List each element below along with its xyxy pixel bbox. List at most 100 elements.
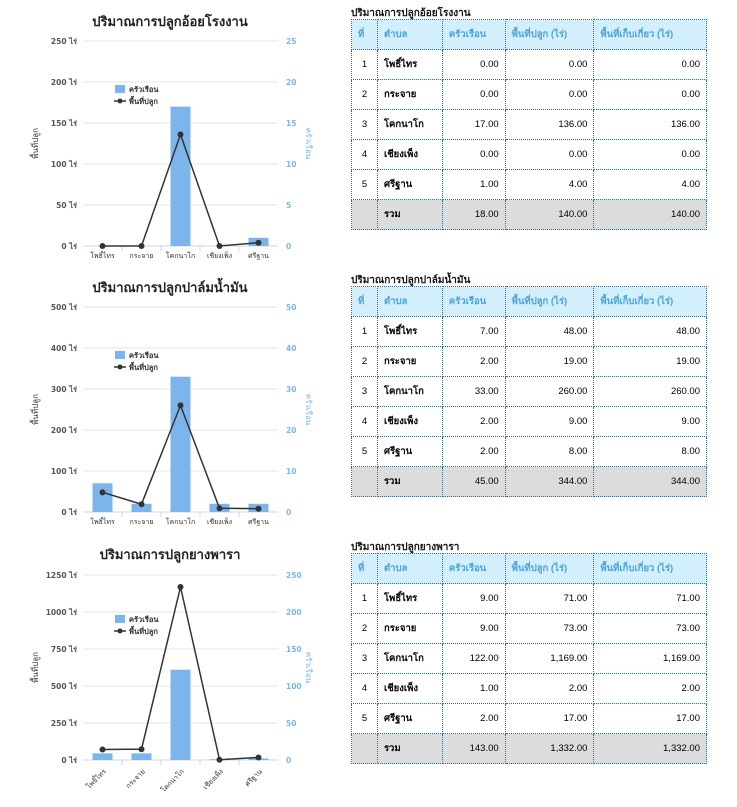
table-cell: 4.00 bbox=[593, 169, 707, 200]
y-tick-label: 200 ไร่ bbox=[51, 425, 78, 435]
table-cell: 2.00 bbox=[441, 436, 506, 467]
table-cell: 0.00 bbox=[441, 49, 506, 80]
bar-households bbox=[170, 106, 191, 246]
x-tick-label: ศรีฐาน bbox=[248, 252, 269, 260]
table-cell: โพธิ์ไทร bbox=[376, 49, 443, 80]
legend-bar-symbol bbox=[115, 351, 125, 359]
table-row: 3 โคกนาโก 33.00 260.00 260.00 bbox=[351, 376, 707, 407]
table-cell bbox=[351, 733, 378, 764]
table-cell: 45.00 bbox=[441, 466, 506, 497]
y2-axis-title: ครัวเรือน bbox=[304, 652, 313, 684]
line-point bbox=[216, 756, 223, 763]
line-point bbox=[177, 583, 184, 590]
table-row: 2 กระจาย 2.00 19.00 19.00 bbox=[351, 346, 707, 377]
column-header: ที่ bbox=[351, 19, 378, 50]
table-cell: 1 bbox=[351, 49, 378, 80]
table-cell: เชียงเพ็ง bbox=[376, 139, 443, 170]
table-cell: ศรีฐาน bbox=[376, 169, 443, 200]
table-header-row: ที่ ตำบล ครัวเรือน พื้นที่ปลูก (ไร่) พื้นที่… bbox=[351, 19, 707, 50]
line-point bbox=[255, 754, 262, 761]
table-cell: 4.00 bbox=[504, 169, 595, 200]
table-cell: 260.00 bbox=[593, 376, 707, 407]
table-cell: 5 bbox=[351, 169, 378, 200]
table-cell: ศรีฐาน bbox=[376, 703, 443, 734]
line-point bbox=[216, 505, 223, 512]
y-tick-label: 150 ไร่ bbox=[51, 118, 78, 128]
table-cell: 2.00 bbox=[441, 346, 506, 377]
bar-households bbox=[131, 503, 152, 512]
table-cell: 17.00 bbox=[441, 109, 506, 140]
table-header-row: ที่ ตำบล ครัวเรือน พื้นที่ปลูก (ไร่) พื้นที่… bbox=[351, 553, 707, 584]
table-cell: 0.00 bbox=[504, 49, 595, 80]
table-cell bbox=[351, 199, 378, 230]
line-point bbox=[99, 243, 106, 249]
table-cell: 344.00 bbox=[504, 466, 595, 497]
table-cell: 48.00 bbox=[593, 316, 707, 347]
line-point bbox=[216, 243, 223, 249]
y2-tick-label: 40 bbox=[286, 344, 296, 353]
table-cell: 2.00 bbox=[504, 673, 595, 704]
table-cell: 2.00 bbox=[441, 703, 506, 734]
x-tick-label: เชียงเพ็ง bbox=[207, 251, 232, 260]
line-point bbox=[138, 243, 145, 249]
data-table: ที่ ตำบล ครัวเรือน พื้นที่ปลูก (ไร่) พื้นที่… bbox=[351, 286, 707, 497]
table-cell: 73.00 bbox=[593, 613, 707, 644]
x-tick-label: กระจาย bbox=[130, 518, 154, 526]
table-sugarcane: ปริมาณการปลูกอ้อยโรงงาน ที่ ตำบล ครัวเรือนพ… bbox=[351, 9, 707, 230]
chart-svg: 0 ไร่ 0 250 ไร่ 50 500 ไร่ 100 750 ไร่ 150 1000 … bbox=[29, 570, 313, 794]
table-cell: 9.00 bbox=[441, 583, 506, 614]
y-tick-label: 1000 ไร่ bbox=[46, 607, 78, 617]
bar-households bbox=[170, 669, 191, 760]
table-cell: 17.00 bbox=[593, 703, 707, 734]
table-cell: 1,169.00 bbox=[593, 643, 707, 674]
y2-tick-label: 150 bbox=[286, 645, 302, 654]
table-cell: 136.00 bbox=[593, 109, 707, 140]
line-point bbox=[177, 131, 184, 138]
chart-sugarcane: ปริมาณการปลูกอ้อยโรงงาน 0 ไร่ 0 50 ไร่ 5 100… bbox=[0, 0, 340, 265]
table-cell: 17.00 bbox=[504, 703, 595, 734]
y-axis-title: พื้นที่ปลูก bbox=[29, 394, 41, 425]
table-cell: 9.00 bbox=[441, 613, 506, 644]
x-tick-label: โคกนาโก bbox=[159, 767, 186, 794]
table-title: ปริมาณการปลูกอ้อยโรงงาน bbox=[351, 8, 471, 19]
table-cell: 71.00 bbox=[593, 583, 707, 614]
table-row: 4 เชียงเพ็ง 2.00 9.00 9.00 bbox=[351, 406, 707, 437]
table-cell: 0.00 bbox=[504, 139, 595, 170]
legend-label: พื้นที่ปลูก bbox=[129, 625, 158, 637]
y-tick-label: 250 ไร่ bbox=[51, 36, 78, 46]
line-point bbox=[177, 402, 184, 409]
table-header-row: ที่ ตำบล ครัวเรือน พื้นที่ปลูก (ไร่) พื้นที่… bbox=[351, 286, 707, 317]
table-cell: 136.00 bbox=[504, 109, 595, 140]
legend-line-marker bbox=[117, 98, 123, 104]
y2-tick-label: 200 bbox=[286, 608, 302, 617]
table-cell: 3 bbox=[351, 643, 378, 674]
table-title: ปริมาณการปลูกยางพารา bbox=[351, 542, 460, 553]
table-cell: 8.00 bbox=[504, 436, 595, 467]
y-tick-label: 50 ไร่ bbox=[56, 200, 78, 210]
x-tick-label: ศรีฐาน bbox=[244, 768, 265, 789]
y2-tick-label: 25 bbox=[286, 37, 296, 46]
table-cell: 9.00 bbox=[593, 406, 707, 437]
table-cell: 33.00 bbox=[441, 376, 506, 407]
table-cell: 1,332.00 bbox=[593, 733, 707, 764]
table-cell: 2.00 bbox=[593, 673, 707, 704]
line-point bbox=[138, 746, 145, 753]
column-header: พื้นที่ปลูก (ไร่) bbox=[504, 553, 595, 584]
bar-households bbox=[92, 483, 113, 512]
table-row: 1 โพธิ์ไทร 0.00 0.00 0.00 bbox=[351, 49, 707, 80]
bar-households bbox=[131, 753, 152, 760]
chart-rubber: ปริมาณการปลูกยางพารา 0 ไร่ 0 250 ไร่ 50 500 … bbox=[0, 533, 340, 807]
y-tick-label: 100 ไร่ bbox=[51, 466, 78, 476]
table-cell: 0.00 bbox=[504, 79, 595, 110]
table-cell: 140.00 bbox=[504, 199, 595, 230]
y-axis-title: พื้นที่ปลูก bbox=[29, 128, 41, 159]
total-label: รวม bbox=[376, 199, 443, 230]
table-cell: กระจาย bbox=[376, 346, 443, 377]
y2-tick-label: 0 bbox=[286, 508, 291, 517]
bar-households bbox=[170, 376, 191, 512]
table-row: 4 เชียงเพ็ง 0.00 0.00 0.00 bbox=[351, 139, 707, 170]
y2-tick-label: 100 bbox=[286, 682, 302, 691]
table-cell: 1,332.00 bbox=[504, 733, 595, 764]
y2-tick-label: 250 bbox=[286, 571, 302, 580]
table-cell: 0.00 bbox=[441, 79, 506, 110]
